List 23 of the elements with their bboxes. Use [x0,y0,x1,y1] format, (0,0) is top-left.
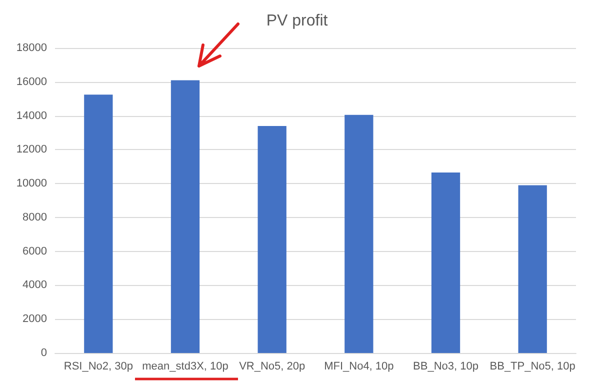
x-tick-label: BB_TP_No5, 10p [490,360,576,372]
y-tick-label: 6000 [22,245,47,258]
x-tick-label: BB_No3, 10p [413,360,478,372]
bar [431,172,460,353]
bar [84,94,113,353]
bar [258,126,286,353]
bar [170,80,200,353]
bar [518,185,547,353]
bar [344,114,374,353]
y-tick-label: 12000 [16,144,47,156]
y-tick-label: 2000 [22,313,47,326]
y-tick-label: 10000 [16,178,47,190]
y-tick-label: 16000 [16,76,47,88]
y-tick-label: 14000 [16,110,47,122]
y-tick-label: 18000 [16,42,47,54]
y-tick-label: 8000 [22,211,47,224]
x-tick-label: MFI_No4, 10p [324,360,394,372]
chart-title: PV profit [266,12,328,30]
x-tick-label: VR_No5, 20p [239,360,306,372]
x-tick-label: RSI_No2, 30p [64,360,133,372]
y-tick-label: 4000 [22,279,47,292]
x-tick-label: mean_std3X, 10p [142,360,228,372]
y-tick-label: 0 [40,347,47,359]
